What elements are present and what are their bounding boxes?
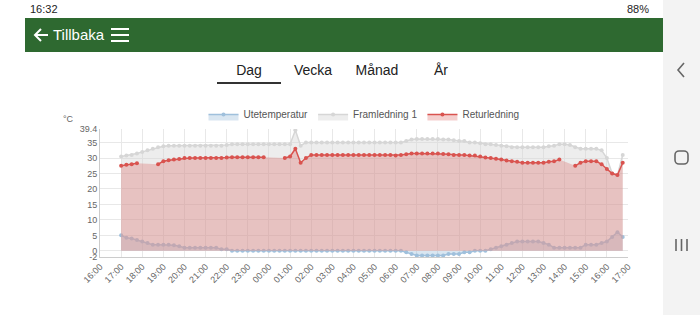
html-text:År: År [434, 62, 448, 78]
svg-text:12:00: 12:00 [504, 262, 527, 285]
html-text:Månad: Månad [355, 62, 399, 78]
svg-text:02:00: 02:00 [293, 262, 316, 285]
svg-text:15:00: 15:00 [567, 262, 590, 285]
svg-text:05:00: 05:00 [356, 262, 379, 285]
html-text:16:32: 16:32 [30, 3, 58, 15]
svg-text:17:00: 17:00 [610, 262, 633, 285]
svg-text:08:00: 08:00 [420, 262, 443, 285]
svg-text:03:00: 03:00 [314, 262, 337, 285]
svg-text:Returledning: Returledning [462, 109, 519, 120]
svg-text:07:00: 07:00 [398, 262, 421, 285]
svg-text:°C: °C [63, 114, 74, 124]
svg-text:11:00: 11:00 [483, 262, 506, 285]
svg-text:5: 5 [92, 231, 97, 241]
svg-text:25: 25 [87, 169, 97, 179]
svg-text:14:00: 14:00 [546, 262, 569, 285]
svg-text:Utetemperatur: Utetemperatur [244, 109, 309, 120]
svg-text:16:00: 16:00 [82, 262, 105, 285]
svg-text:09:00: 09:00 [441, 262, 464, 285]
svg-text:15: 15 [87, 200, 97, 210]
svg-text:19:00: 19:00 [145, 262, 168, 285]
svg-text:Framledning 1: Framledning 1 [353, 109, 417, 120]
svg-text:0: 0 [92, 246, 97, 256]
svg-text:35: 35 [87, 138, 97, 148]
html-text:88%: 88% [627, 3, 649, 15]
svg-text:22:00: 22:00 [208, 262, 231, 285]
svg-text:04:00: 04:00 [335, 262, 358, 285]
svg-text:01:00: 01:00 [272, 262, 295, 285]
svg-text:00:00: 00:00 [251, 262, 274, 285]
svg-text:20: 20 [87, 184, 97, 194]
svg-text:23:00: 23:00 [229, 262, 252, 285]
svg-text:20:00: 20:00 [166, 262, 189, 285]
svg-text:18:00: 18:00 [124, 262, 147, 285]
svg-text:10: 10 [87, 215, 97, 225]
svg-text:16:00: 16:00 [588, 262, 611, 285]
svg-text:06:00: 06:00 [377, 262, 400, 285]
svg-text:30: 30 [87, 153, 97, 163]
svg-text:13:00: 13:00 [525, 262, 548, 285]
svg-text:17:00: 17:00 [103, 262, 126, 285]
svg-text:39.4: 39.4 [80, 124, 98, 134]
html-text:Dag: Dag [236, 62, 262, 78]
svg-text:10:00: 10:00 [462, 262, 485, 285]
html-text:Tillbaka: Tillbaka [53, 26, 105, 43]
svg-text:-2: -2 [89, 252, 97, 262]
svg-text:21:00: 21:00 [187, 262, 210, 285]
html-text:Vecka: Vecka [293, 62, 333, 78]
